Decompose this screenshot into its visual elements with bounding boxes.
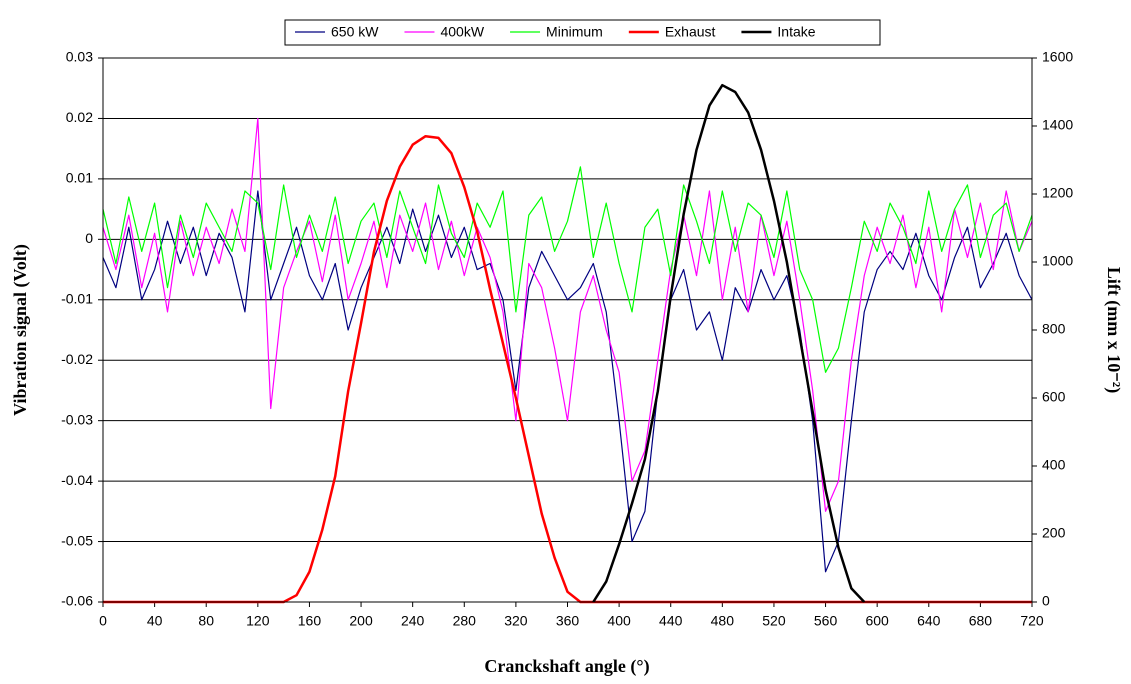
y-tick-label: -0.02: [61, 351, 93, 367]
x-tick-label: 680: [969, 613, 993, 629]
series-line: [103, 134, 1032, 604]
x-tick-label: 480: [711, 613, 735, 629]
x-tick-label: 360: [556, 613, 580, 629]
y-tick-label: -0.05: [61, 532, 93, 548]
series-line: [102, 190, 1033, 573]
y-tick-label: 0.01: [66, 170, 93, 186]
y2-tick-label: 400: [1042, 457, 1066, 473]
x-tick-label: 600: [865, 613, 889, 629]
y-tick-label: 0.02: [66, 109, 93, 125]
y2-tick-label: 1000: [1042, 253, 1073, 269]
y-tick-label: 0.03: [66, 49, 93, 65]
x-tick-label: 280: [453, 613, 477, 629]
y-axis-label: Vibration signal (Volt): [10, 244, 31, 416]
y2-axis-label: Lift (mm x 10⁻²): [1103, 267, 1124, 393]
series-line: [592, 83, 866, 603]
legend-label: 650 kW: [331, 24, 379, 40]
x-tick-label: 560: [814, 613, 838, 629]
legend-label: Intake: [777, 24, 815, 40]
series-line: [102, 166, 1033, 373]
y2-tick-label: 600: [1042, 389, 1066, 405]
y2-tick-label: 200: [1042, 525, 1066, 541]
y2-tick-label: 1600: [1042, 49, 1073, 65]
x-tick-label: 520: [762, 613, 786, 629]
legend-label: Minimum: [546, 24, 603, 40]
y2-tick-label: 1400: [1042, 117, 1073, 133]
x-tick-label: 240: [401, 613, 425, 629]
x-tick-label: 440: [659, 613, 683, 629]
plot-frame: [102, 57, 1033, 603]
x-tick-label: 720: [1020, 613, 1044, 629]
x-axis-label: Cranckshaft angle (°): [484, 656, 649, 677]
x-tick-label: 160: [298, 613, 322, 629]
series-line: [102, 117, 1033, 512]
y-tick-label: -0.03: [61, 411, 93, 427]
y-tick-label: -0.01: [61, 290, 93, 306]
legend-label: 400kW: [440, 24, 484, 40]
legend-box: [284, 19, 881, 46]
x-tick-label: 200: [349, 613, 373, 629]
x-tick-label: 320: [504, 613, 528, 629]
x-tick-label: 120: [246, 613, 270, 629]
y2-tick-label: 800: [1042, 321, 1066, 337]
y-tick-label: -0.06: [61, 593, 93, 609]
y2-tick-label: 1200: [1042, 185, 1073, 201]
y2-tick-label: 0: [1042, 593, 1050, 609]
y-tick-label: 0: [85, 230, 93, 246]
x-tick-label: 640: [917, 613, 941, 629]
x-tick-label: 400: [607, 613, 631, 629]
x-tick-label: 40: [147, 613, 163, 629]
y-tick-label: -0.04: [61, 472, 93, 488]
legend-label: Exhaust: [665, 24, 716, 40]
x-tick-label: 80: [198, 613, 214, 629]
x-tick-label: 0: [99, 613, 107, 629]
